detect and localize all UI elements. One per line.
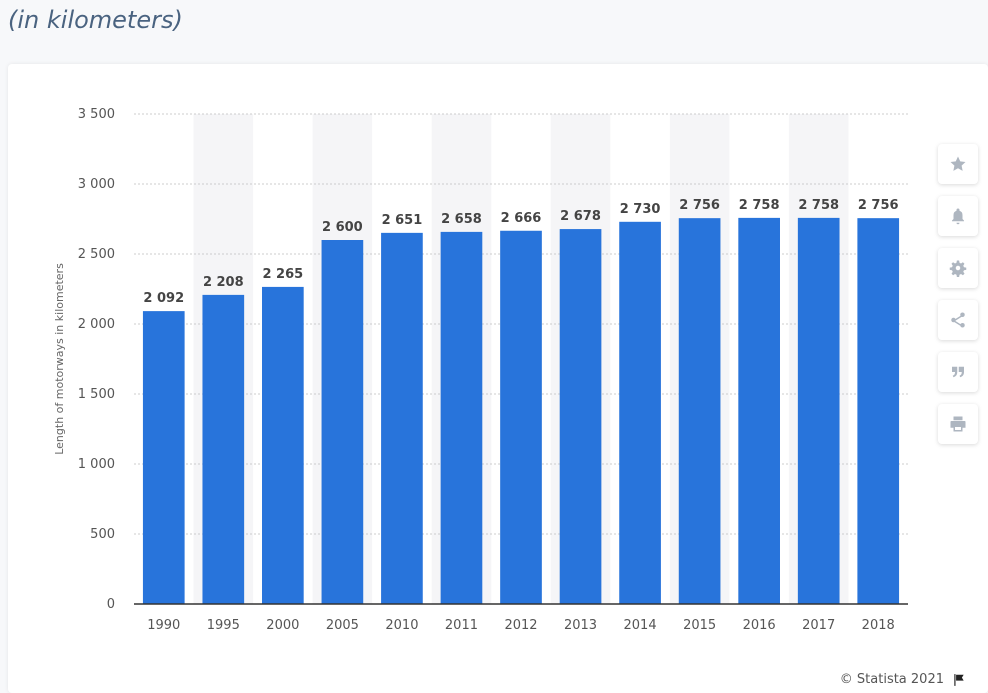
x-tick-label: 2018	[862, 618, 895, 633]
x-tick-label: 2013	[564, 618, 597, 633]
x-tick-label: 1990	[147, 618, 180, 633]
y-axis-label: Length of motorways in kilometers	[53, 263, 66, 455]
bar-value-label: 2 666	[501, 211, 542, 226]
cite-button[interactable]	[938, 352, 978, 392]
flag-icon[interactable]	[952, 673, 966, 687]
chart-card: 0 500 1 000 1 500 2 000 2 500 3 000 3 500 2 092 1…	[8, 64, 988, 693]
y-tick-label: 3 000	[78, 177, 115, 192]
bar	[619, 221, 661, 605]
bar-value-label: 2 758	[798, 198, 839, 213]
bell-icon	[952, 208, 964, 225]
bar	[142, 311, 185, 604]
y-tick-label: 3 500	[78, 107, 115, 122]
bar	[381, 232, 423, 605]
bar-value-label: 2 208	[203, 275, 244, 290]
bar	[202, 294, 245, 604]
bar-value-label: 2 756	[679, 198, 720, 213]
bar	[321, 240, 364, 604]
bar	[500, 230, 542, 604]
bar-value-label: 2 651	[382, 213, 423, 228]
bar	[262, 286, 304, 604]
y-tick-label: 2 500	[78, 247, 115, 262]
bar-value-label: 2 265	[262, 267, 303, 282]
chart-footer: © Statista 2021	[840, 672, 966, 687]
copyright-text: © Statista 2021	[839, 672, 944, 687]
bar-value-label: 2 756	[858, 198, 899, 213]
quote-icon	[952, 366, 964, 378]
notification-button[interactable]	[938, 196, 978, 236]
x-tick-label: 2012	[504, 618, 537, 633]
bar	[738, 217, 780, 604]
bar	[797, 217, 840, 604]
bar-chart: 0 500 1 000 1 500 2 000 2 500 3 000 3 500 2 092 1…	[53, 107, 908, 633]
bar	[440, 231, 483, 604]
x-tick-label: 2016	[743, 618, 776, 633]
favorite-button[interactable]	[938, 144, 978, 184]
chart-subtitle: (in kilometers)	[8, 6, 183, 34]
y-tick-label: 0	[107, 597, 115, 612]
y-tick-label: 1 500	[78, 387, 115, 402]
bar	[559, 229, 602, 604]
bar-value-label: 2 600	[322, 220, 363, 235]
share-button[interactable]	[938, 300, 978, 340]
x-tick-label: 2010	[385, 618, 418, 633]
star-icon	[950, 156, 966, 171]
x-tick-label: 2011	[445, 618, 478, 633]
chart-toolbar	[938, 144, 982, 456]
bar-value-label: 2 678	[560, 209, 601, 224]
x-tick-label: 2005	[326, 618, 359, 633]
bar	[678, 218, 721, 604]
print-button[interactable]	[938, 404, 978, 444]
share-icon	[951, 312, 965, 328]
bar	[857, 218, 900, 604]
x-tick-label: 1995	[207, 618, 240, 633]
y-tick-label: 2 000	[78, 317, 115, 332]
y-tick-label: 1 000	[78, 457, 115, 472]
x-tick-label: 2017	[802, 618, 835, 633]
bar-value-label: 2 658	[441, 212, 482, 227]
settings-button[interactable]	[938, 248, 978, 288]
x-tick-label: 2015	[683, 618, 716, 633]
x-tick-label: 2014	[624, 618, 657, 633]
gear-icon	[949, 260, 967, 277]
bar-value-label: 2 092	[143, 291, 184, 306]
bar-value-label: 2 758	[739, 198, 780, 213]
bar-value-label: 2 730	[620, 202, 661, 217]
y-tick-label: 500	[90, 527, 115, 542]
print-icon	[950, 416, 966, 432]
x-tick-label: 2000	[266, 618, 299, 633]
